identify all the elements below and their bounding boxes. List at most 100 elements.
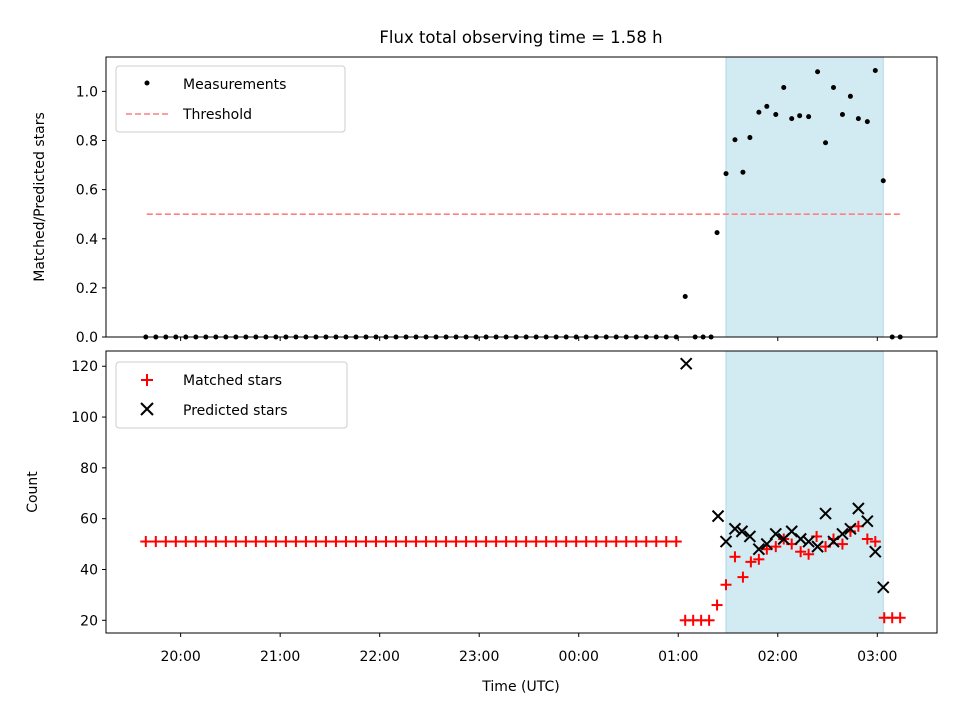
legend-threshold-label: Threshold: [182, 107, 252, 123]
predicted-marker-b: [877, 581, 890, 594]
x-tick-label: 22:00: [360, 649, 400, 665]
matched-star-point: [160, 536, 172, 548]
matched-star-point: [490, 536, 502, 548]
matched-star-point: [420, 536, 432, 548]
legend-predicted-label: Predicted stars: [183, 403, 288, 419]
matched-star-point: [330, 536, 342, 548]
predicted-star-point: [794, 532, 807, 546]
matched-star-point: [510, 536, 522, 548]
matched-star-point: [894, 612, 906, 624]
top-y-tick-label: 0.6: [76, 183, 98, 199]
top-y-tick-label: 1.0: [76, 84, 98, 100]
measurement-point: [830, 84, 836, 90]
bottom-ticks: 20:00 21:00 22:00 23:00 00:00 01:00 02:00 03:00…: [71, 359, 897, 665]
predicted-stars-points: [680, 357, 890, 594]
matched-star-point: [200, 536, 212, 548]
measurement-point: [797, 113, 803, 119]
legend-measurements-label: Measurements: [183, 77, 286, 93]
predicted-marker-b: [869, 545, 882, 558]
matched-star-point: [795, 546, 807, 558]
predicted-star-point: [852, 502, 865, 515]
bottom-y-tick-label: 40: [80, 562, 98, 578]
predicted-marker-b: [852, 502, 865, 515]
predicted-star-point: [861, 515, 874, 528]
matched-star-point: [410, 536, 422, 548]
predicted-marker-b: [811, 540, 824, 553]
matched-star-point: [450, 536, 462, 548]
measurement-point: [864, 119, 870, 125]
bottom-axes-frame: [105, 350, 938, 634]
predicted-star-point: [877, 581, 890, 594]
measurement-point: [773, 111, 779, 117]
matched-star-point: [600, 536, 612, 548]
matched-star-point: [610, 536, 622, 548]
matched-star-point: [540, 536, 552, 548]
matched-star-point: [390, 536, 402, 548]
matched-star-point: [310, 536, 322, 548]
predicted-star-point: [802, 535, 815, 548]
matched-star-point: [190, 536, 202, 548]
bottom-y-tick-label: 100: [71, 410, 98, 426]
matched-stars-points: [140, 520, 906, 626]
predicted-marker-b: [785, 525, 798, 538]
matched-star-point: [140, 536, 152, 548]
matched-star-point: [670, 536, 682, 548]
matched-star-point: [737, 571, 749, 583]
x-axis-label: Time (UTC): [481, 679, 559, 695]
matched-star-point: [729, 551, 741, 563]
measurement-point: [880, 178, 886, 184]
predicted-marker-b: [760, 537, 774, 551]
predicted-marker-b: [844, 522, 857, 536]
predicted-star-point: [735, 525, 749, 538]
matched-star-point: [460, 536, 472, 548]
predicted-marker-b: [836, 527, 849, 541]
predicted-star-point: [844, 522, 857, 536]
matched-star-point: [761, 543, 773, 555]
matched-star-point: [470, 536, 482, 548]
matched-star-point: [340, 536, 352, 548]
bottom-y-tick-label: 120: [71, 359, 98, 375]
matched-star-point: [720, 579, 732, 591]
matched-star-point: [230, 536, 242, 548]
matched-star-point: [770, 541, 782, 553]
matched-star-point: [440, 536, 452, 548]
predicted-marker-b: [802, 535, 815, 548]
x-tick-label: 23:00: [459, 649, 499, 665]
measurement-point: [732, 137, 738, 143]
matched-star-point: [150, 536, 162, 548]
x-tick-label: 01:00: [658, 649, 698, 665]
matched-star-point: [703, 614, 715, 626]
measurement-point: [723, 171, 729, 177]
predicted-marker-b: [719, 535, 733, 548]
measurement-point: [740, 169, 746, 175]
measurement-point: [756, 109, 762, 115]
measurement-point: [714, 230, 720, 236]
predicted-marker-b: [819, 507, 832, 520]
bottom-legend: Matched stars Predicted stars: [115, 361, 348, 429]
top-panel: 0.0 0.2 0.4 0.6 0.8 1.0 Matched/Predicted sta…: [32, 56, 938, 346]
predicted-marker-b: [711, 509, 725, 523]
predicted-star-point: [743, 530, 757, 543]
predicted-marker-b: [680, 357, 693, 370]
x-tick-label: 03:00: [857, 649, 897, 665]
measurement-point: [682, 293, 688, 299]
x-tick-label: 00:00: [559, 649, 599, 665]
x-tick-label: 02:00: [758, 649, 798, 665]
matched-star-point: [836, 538, 848, 550]
top-y-tick-label: 0.8: [76, 134, 98, 150]
measurement-point: [789, 116, 795, 122]
predicted-star-point: [869, 545, 882, 558]
x-tick-label: 21:00: [260, 649, 300, 665]
predicted-marker-b: [794, 532, 807, 546]
bottom-y-tick-label: 60: [80, 512, 98, 528]
predicted-star-point: [760, 537, 774, 551]
matched-star-point: [861, 533, 873, 545]
matched-star-point: [250, 536, 262, 548]
matched-star-point: [320, 536, 332, 548]
bottom-shaded-interval: [725, 350, 884, 634]
legend-measurements-marker: [144, 80, 150, 86]
matched-star-point: [380, 536, 392, 548]
matched-star-point: [869, 536, 881, 548]
measurement-point: [847, 93, 853, 99]
predicted-star-point: [836, 527, 849, 541]
